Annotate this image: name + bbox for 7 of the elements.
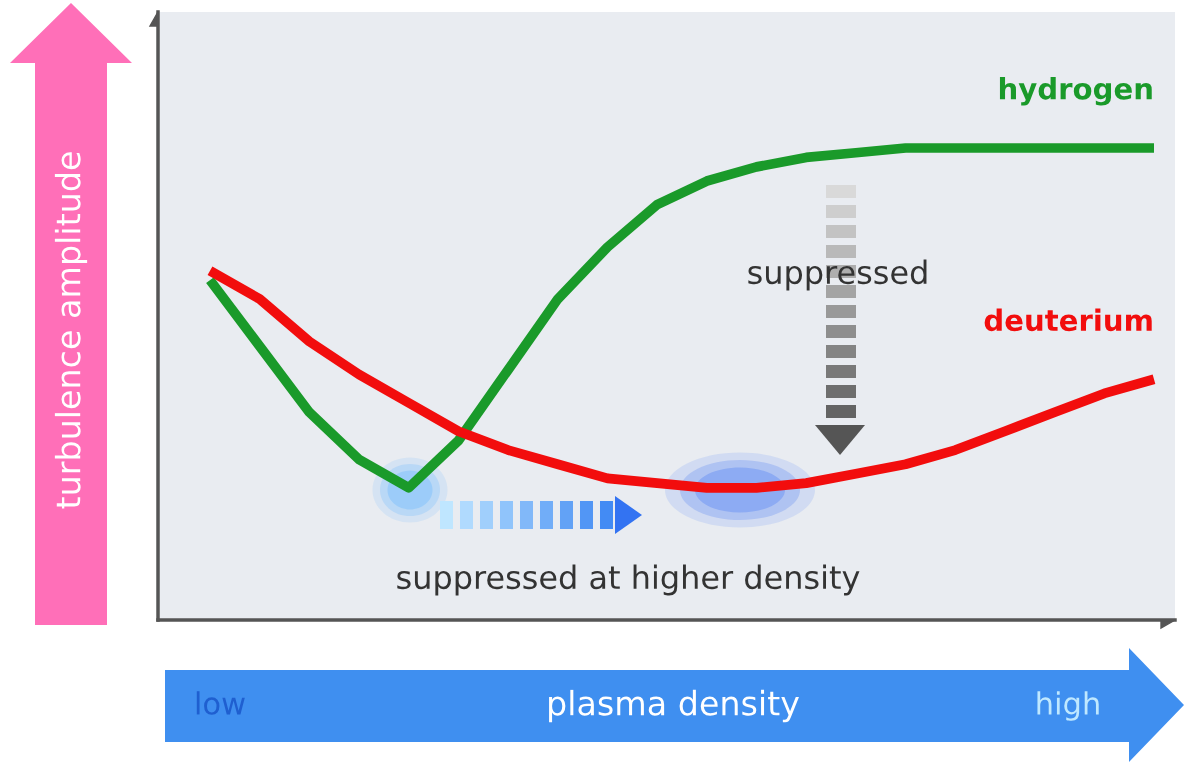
y-axis-title: turbulence amplitude	[54, 152, 88, 509]
text: high	[1037, 691, 1099, 721]
series-label: deuterium	[984, 308, 1152, 332]
series-label: hydrogen	[999, 77, 1152, 106]
x-axis-title: plasma density	[549, 689, 799, 723]
annotation: suppressed at higher density	[397, 564, 860, 596]
annotation: suppressed	[748, 259, 927, 291]
